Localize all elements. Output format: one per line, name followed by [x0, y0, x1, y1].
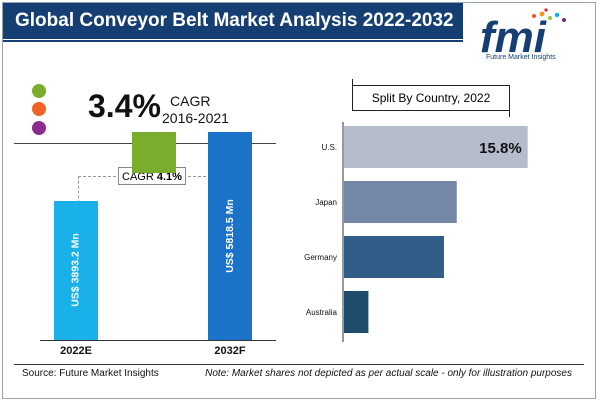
page-title: Global Conveyor Belt Market Analysis 202… [3, 3, 463, 39]
bar-incremental [132, 132, 176, 174]
bar-2032f [208, 132, 252, 340]
country-value-label: 15.8% [479, 140, 522, 157]
country-label-us: U.S. [321, 143, 337, 152]
country-bar-germany [344, 236, 444, 278]
legend-dot-purple [32, 121, 46, 135]
scale-note: Note: Market shares not depicted as per … [205, 368, 572, 379]
footer-divider [14, 364, 584, 365]
cagr-connector [78, 176, 116, 177]
cagr-label: CAGR [170, 93, 211, 109]
country-split-title: Split By Country, 2022 [352, 85, 510, 111]
box-tick [352, 79, 353, 85]
country-bar-australia [344, 291, 369, 333]
x-tick-label-2022e: 2022E [60, 345, 92, 357]
bar-2022e-value-label: US$ 3893.2 Mn [69, 233, 82, 308]
legend-dot-green [32, 84, 46, 98]
title-underline [3, 40, 463, 42]
country-bar-us [344, 126, 528, 168]
box-tick [509, 111, 510, 117]
logo-dot [532, 14, 536, 18]
chart-frame [2, 2, 596, 399]
bar-2032f-value-label: US$ 5818.5 Mn [223, 199, 236, 273]
cagr-annotation-value: 4.1% [156, 171, 182, 183]
logo-text: fmi [480, 13, 547, 62]
x-tick-label-2032f: 2032F [214, 345, 246, 357]
logo-dot [562, 18, 566, 22]
country-label-australia: Australia [306, 308, 338, 317]
cagr-period: 2016-2021 [162, 110, 229, 126]
cagr-annotation-label: CAGR [122, 171, 154, 183]
country-bar-japan [344, 181, 457, 223]
cagr-value: 3.4% [88, 88, 161, 124]
country-bar-chart: U.S. 15.8% Japan Germany Australia [304, 122, 528, 342]
country-label-japan: Japan [315, 198, 337, 207]
logo-dot [548, 16, 552, 20]
logo-dot [544, 8, 548, 12]
logo-tagline: Future Market Insights [486, 54, 556, 61]
bar-2022e [54, 200, 98, 340]
country-label-germany: Germany [304, 253, 337, 262]
legend-dot-orange [32, 102, 46, 116]
logo-dot [554, 12, 560, 18]
logo-dot [539, 11, 545, 17]
fmi-logo: fmi [480, 8, 566, 62]
source-note: Source: Future Market Insights [22, 368, 159, 379]
x-axis-baseline [40, 340, 276, 341]
